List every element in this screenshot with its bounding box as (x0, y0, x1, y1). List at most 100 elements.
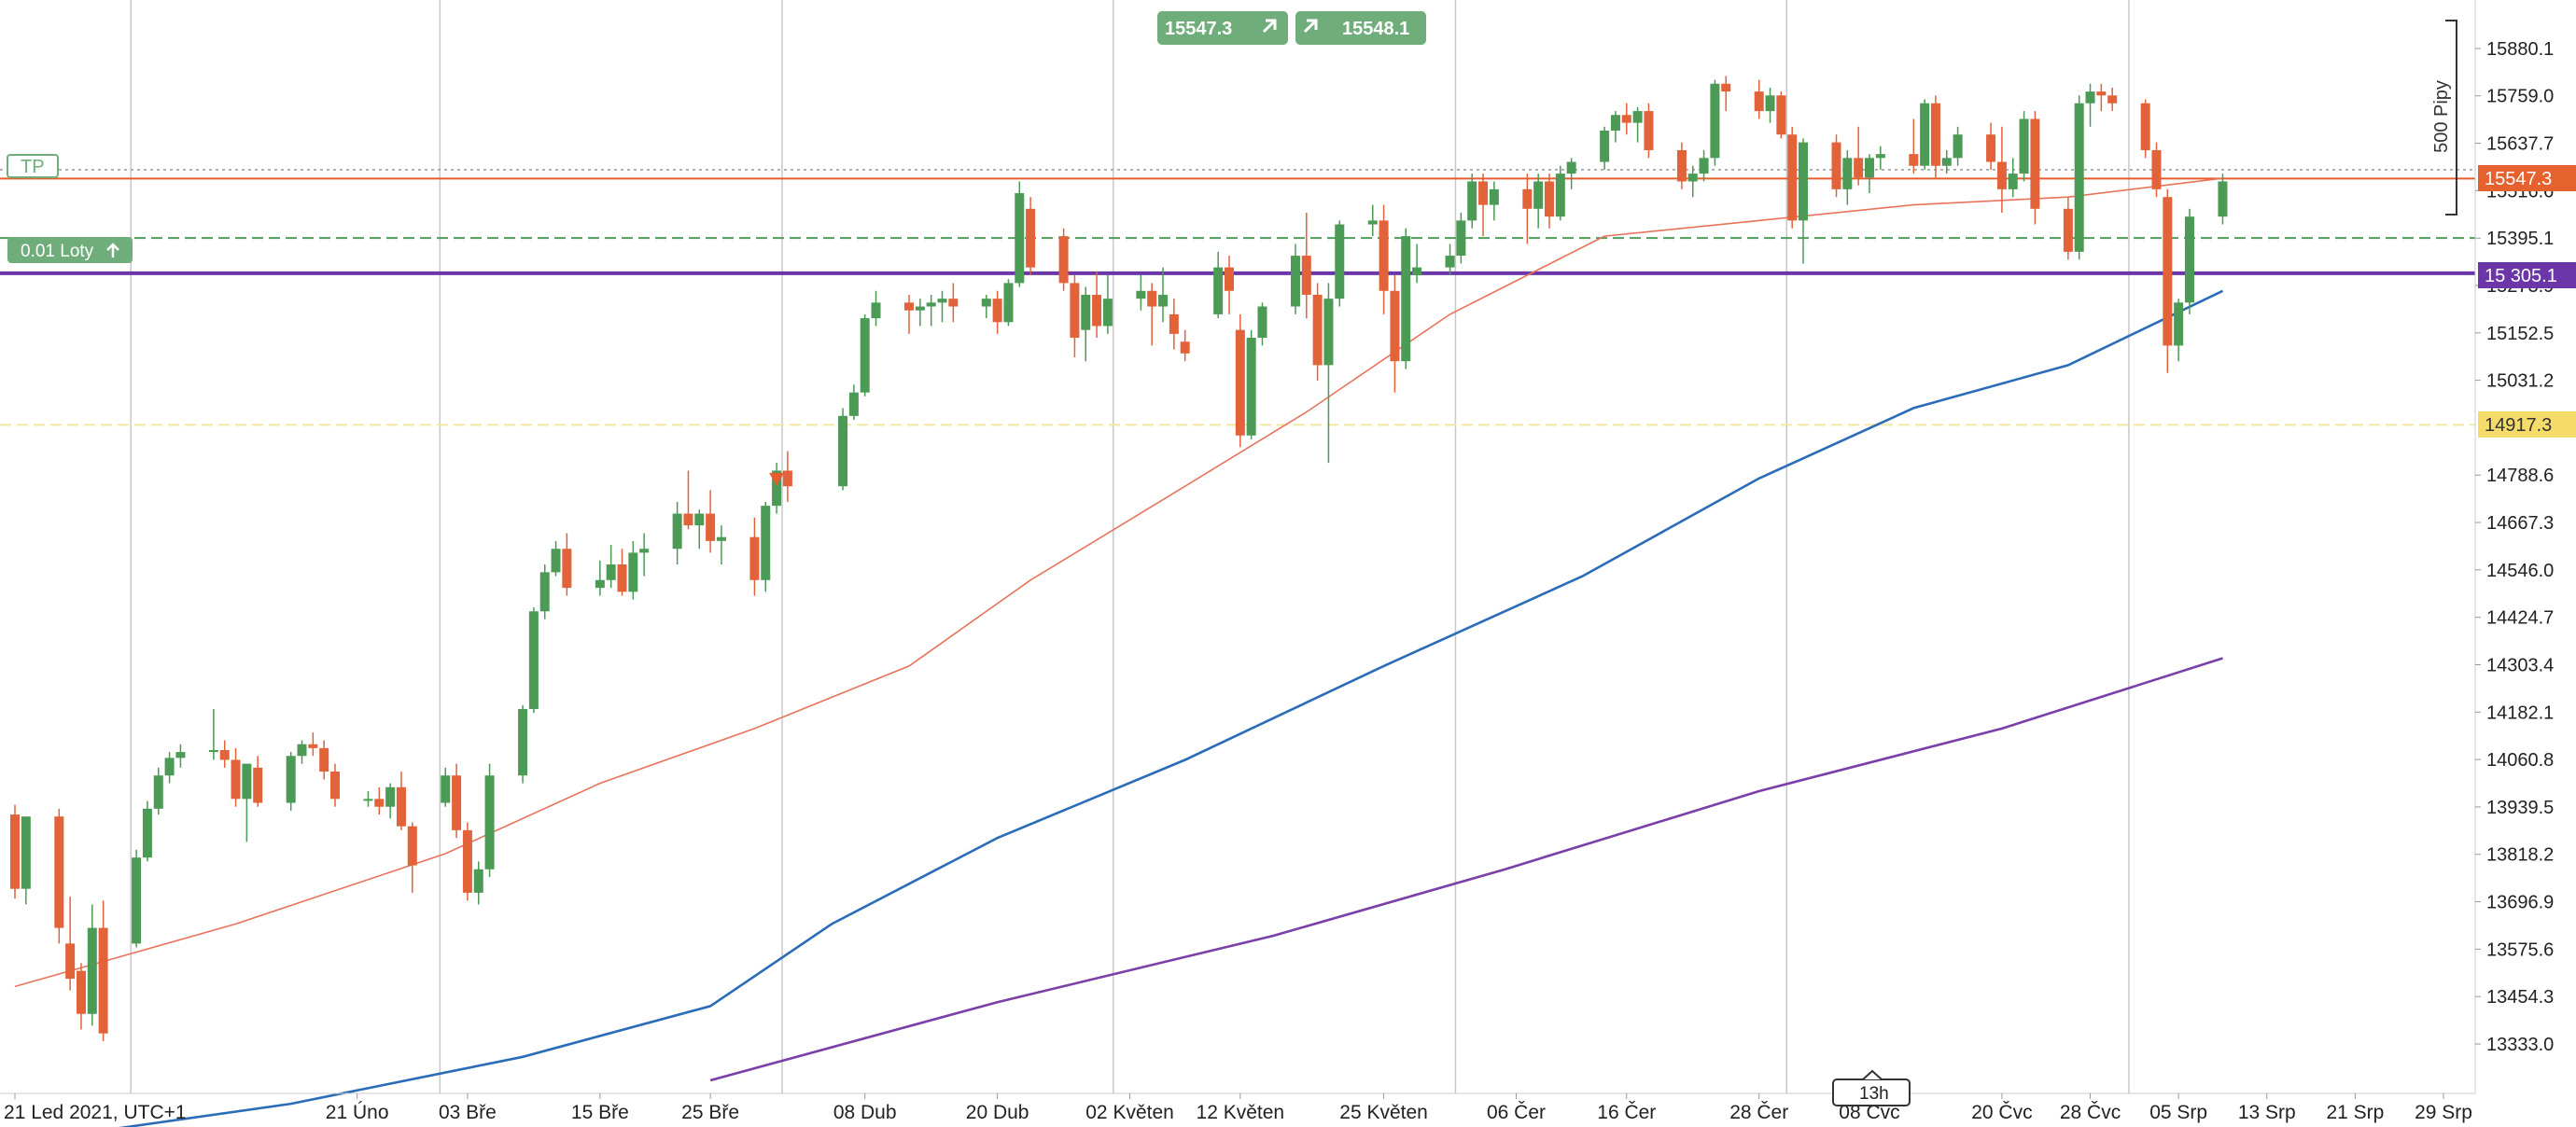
candle (1412, 243, 1422, 284)
y-tick-label: 14182.1 (2486, 703, 2554, 723)
candle-body (1102, 299, 1113, 327)
candle (1489, 181, 1499, 221)
candle-body (1676, 149, 1687, 182)
buy-price: 15548.1 (1342, 19, 1409, 39)
x-tick-label: 08 Čvc (1839, 1102, 1899, 1123)
candle (937, 290, 947, 323)
candle (1765, 87, 1775, 123)
y-tick-label: 15759.0 (2486, 87, 2554, 107)
candle (142, 800, 152, 862)
candle-body (164, 758, 175, 776)
lots-tag[interactable]: 0.01 Loty (7, 237, 133, 263)
candle-body (1169, 313, 1179, 334)
candle (1058, 228, 1069, 291)
candle (915, 299, 925, 327)
candle-body (1941, 158, 1952, 166)
candle-body (1257, 306, 1267, 339)
candle-body (904, 302, 915, 311)
candle (2074, 95, 2084, 260)
candle (2151, 142, 2162, 198)
candle (385, 783, 396, 819)
candle-body (1323, 299, 1334, 366)
candle-body (761, 506, 771, 580)
candle (2184, 208, 2194, 314)
candle-body (1301, 256, 1311, 295)
candle-body (10, 814, 20, 889)
candle (1180, 329, 1190, 362)
candle-body (926, 302, 936, 307)
candle (462, 822, 472, 901)
candle (1721, 76, 1731, 112)
candle (1445, 243, 1455, 276)
month-separators (130, 0, 2130, 1093)
candle (1986, 122, 1996, 170)
y-tick-label: 15880.1 (2486, 39, 2554, 60)
candle (860, 313, 870, 397)
y-tick-label: 14303.4 (2486, 655, 2554, 675)
tp-tag[interactable]: TP (7, 154, 59, 178)
candle (231, 747, 241, 807)
candle-body (1070, 283, 1080, 339)
y-tick-label: 15031.2 (2486, 371, 2554, 392)
candle (1158, 267, 1169, 323)
candle-body (860, 318, 870, 393)
candle (1467, 174, 1477, 229)
candle (948, 283, 959, 323)
sell-badge[interactable]: 15547.3 (1157, 11, 1288, 45)
candle-body (1920, 103, 1930, 166)
candle (1600, 126, 1610, 170)
candle-body (981, 299, 991, 307)
candle (1953, 126, 1963, 166)
candle-body (175, 752, 186, 758)
candle (1522, 174, 1533, 244)
y-tick-label: 13818.2 (2486, 845, 2554, 866)
candle-body (716, 536, 726, 541)
buy-badge[interactable]: 15548.1 (1295, 11, 1426, 45)
candle-body (1246, 338, 1256, 436)
candle-body (2074, 103, 2084, 252)
candle-body (1081, 294, 1091, 330)
candle (1854, 126, 1864, 186)
time-badge[interactable]: 13h (1832, 1069, 1911, 1106)
candle (2218, 174, 2228, 225)
moving-average-line (118, 289, 2224, 1127)
candle (1996, 126, 2007, 213)
candle-body (1522, 188, 1533, 209)
candle (772, 463, 782, 514)
candle-body (1765, 95, 1775, 112)
candle (87, 904, 97, 1026)
candle-body (628, 552, 638, 592)
candle (1367, 204, 1378, 237)
candle-body (473, 869, 483, 893)
candle-body (1864, 158, 1874, 178)
candle-body (1687, 174, 1698, 182)
candle-body (452, 775, 462, 830)
candle-body (1456, 220, 1466, 257)
candle-body (1136, 290, 1146, 299)
candle (848, 384, 859, 421)
candle (10, 804, 20, 899)
candle-body (462, 829, 472, 893)
candle-body (937, 299, 947, 303)
candle (1257, 302, 1267, 346)
candle-body (2140, 103, 2150, 150)
x-tick-label: 16 Čer (1597, 1102, 1656, 1123)
candle-body (65, 943, 76, 980)
x-tick-label: 13 Srp (2238, 1102, 2296, 1123)
candle-body (562, 549, 572, 589)
y-tick-label: 15395.1 (2486, 229, 2554, 249)
x-tick-label: 05 Srp (2149, 1102, 2207, 1123)
candle-body (772, 470, 782, 507)
candle (1401, 228, 1411, 369)
candle-body (1776, 95, 1786, 135)
candle (782, 451, 792, 502)
sell-price: 15547.3 (1165, 19, 1232, 39)
candle (363, 790, 373, 807)
price-label-pending: 15 305.1 (2478, 262, 2576, 288)
x-tick-label: 20 Čvc (1971, 1102, 2032, 1123)
candle (981, 294, 991, 319)
candle-body (1213, 267, 1224, 314)
candle (396, 772, 406, 830)
candle-body (1610, 115, 1620, 132)
